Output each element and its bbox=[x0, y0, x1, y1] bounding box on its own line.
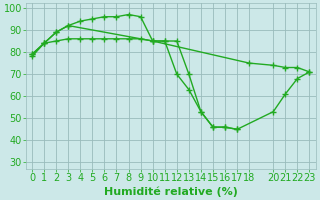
X-axis label: Humidité relative (%): Humidité relative (%) bbox=[104, 186, 238, 197]
